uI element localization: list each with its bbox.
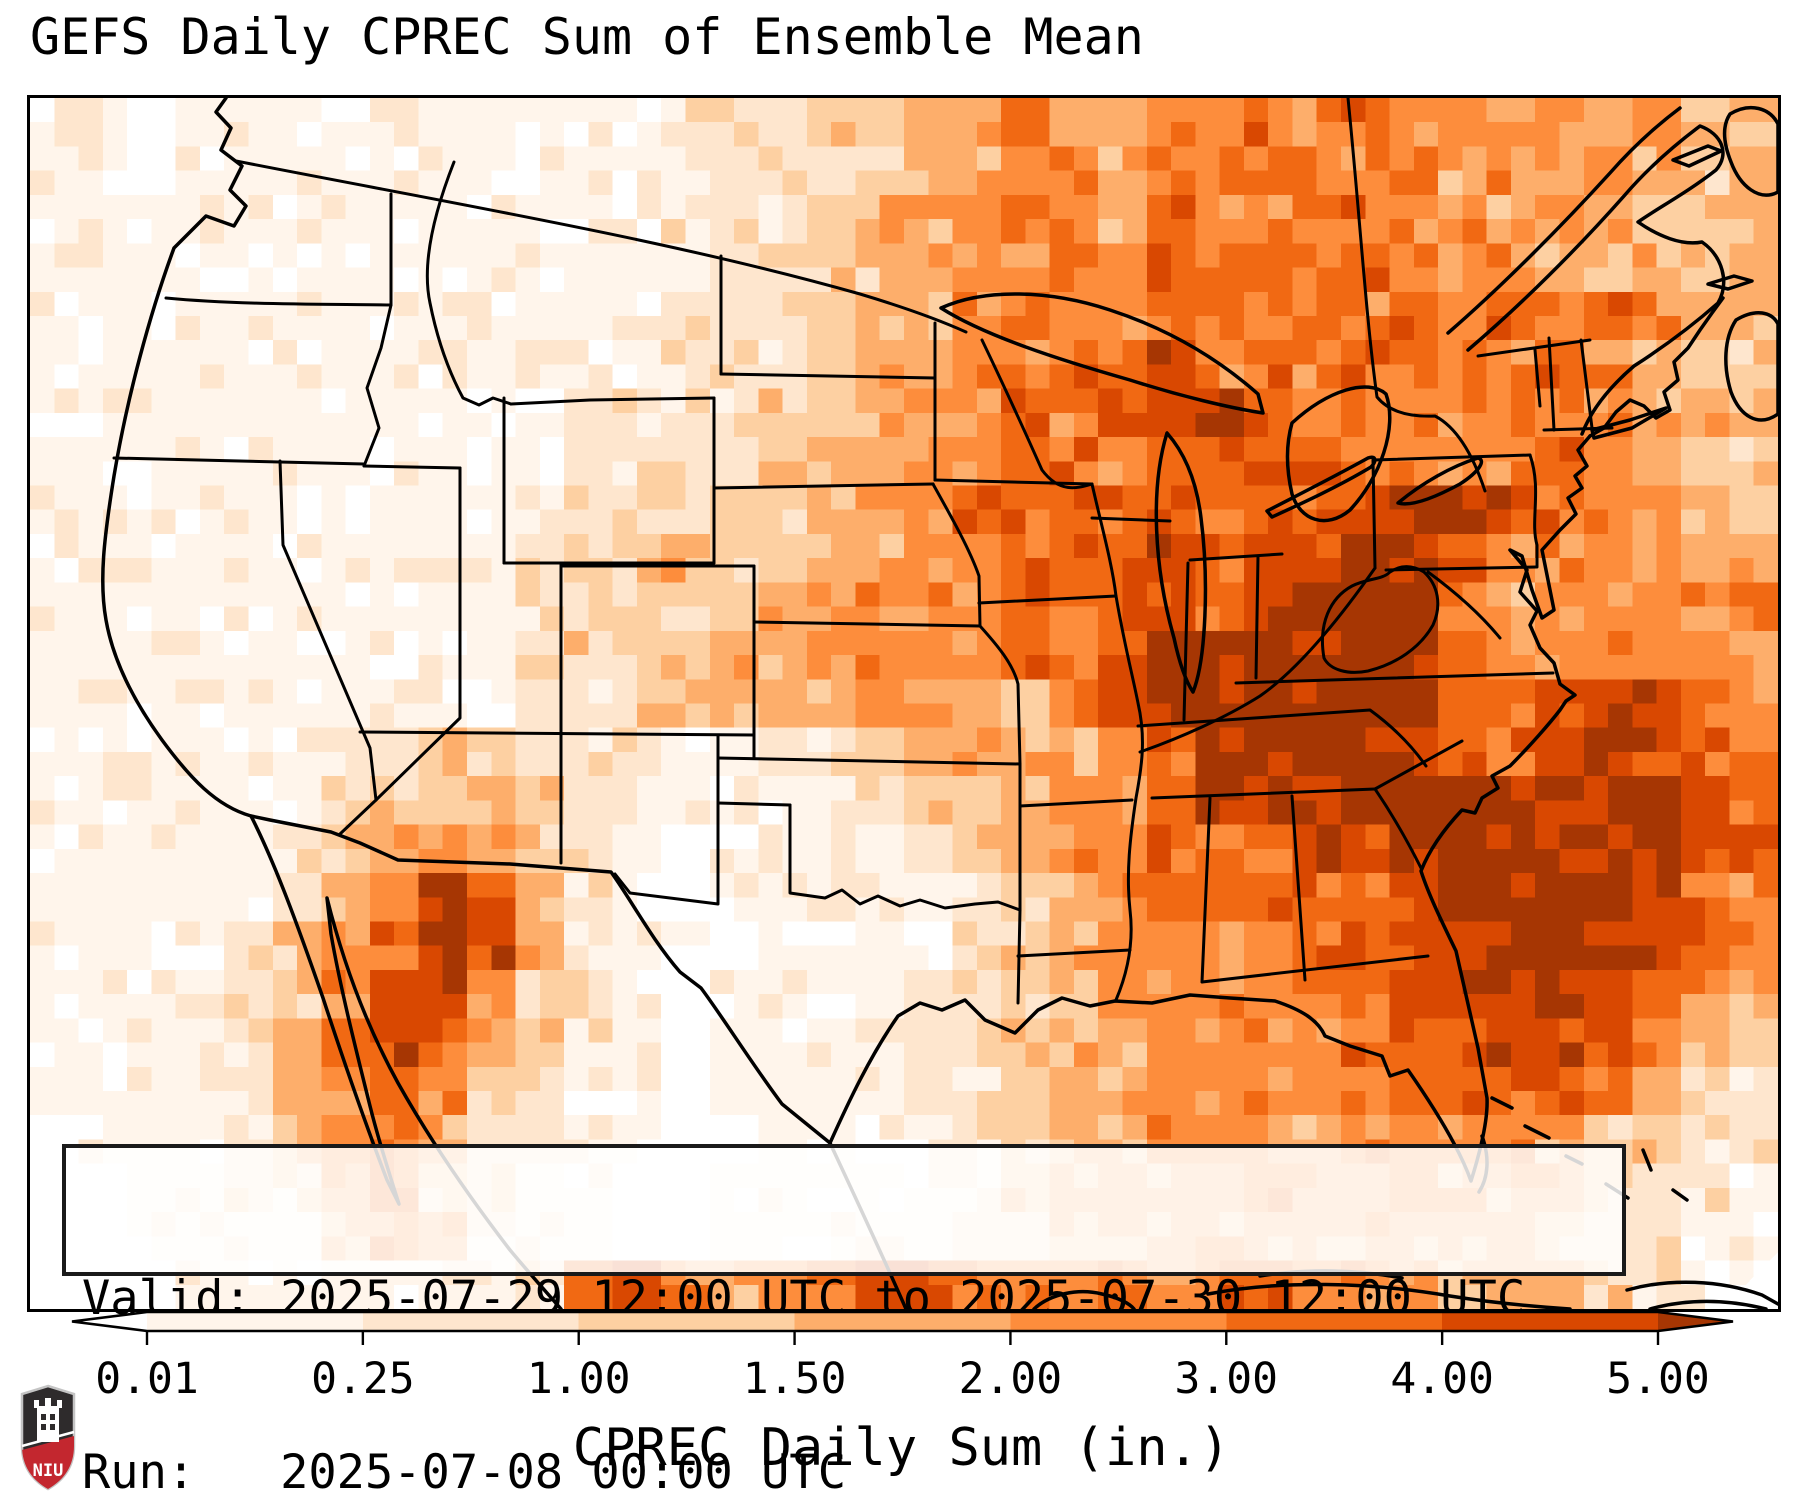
bahamas-1 (1490, 1096, 1514, 1110)
colorbar-tick-label: 1.00 (527, 1354, 631, 1404)
us-mexico-border (249, 814, 832, 1145)
cuba-east-outline (1625, 1280, 1778, 1306)
colorbar-segment (1226, 1312, 1443, 1331)
niu-castle-icon (34, 1398, 62, 1442)
lake-michigan (1154, 431, 1208, 694)
pacific-baja-mexico-coast (100, 98, 563, 1309)
colorbar-tick-label: 1.50 (743, 1354, 847, 1404)
colorbar-ticks (145, 1331, 1660, 1345)
niu-text: NIU (33, 1461, 64, 1481)
lake-huron (1285, 385, 1392, 523)
ohio-river (1138, 566, 1377, 754)
map-svg (30, 98, 1778, 1309)
colorbar-segments (72, 1312, 1733, 1331)
colorbar-over-arrow (1658, 1312, 1733, 1331)
state-borders (112, 98, 1614, 1005)
colorbar: 0.01 0.25 1.00 1.50 2.00 3.00 4.00 5.00 (71, 1310, 1734, 1404)
bahamas-6 (1641, 1148, 1653, 1172)
coastline-borders (100, 98, 1778, 1309)
colorbar-tick-label: 2.00 (959, 1354, 1063, 1404)
cuba-south-outline (1648, 1299, 1768, 1309)
lake-ontario (1396, 456, 1484, 506)
mississippi-river (1090, 482, 1144, 1002)
page-title: GEFS Daily CPREC Sum of Ensemble Mean (30, 8, 1144, 66)
heatmap-cells (30, 98, 1778, 1309)
colorbar-segment (578, 1312, 796, 1331)
cuba-west-outline (1206, 1282, 1572, 1309)
canada-border-west (234, 159, 968, 334)
bahamas-7 (1671, 1188, 1689, 1202)
st-lawrence-south-gaspe (1466, 124, 1726, 436)
colorbar-segment (794, 1312, 1011, 1331)
colorbar-tick-label: 3.00 (1175, 1354, 1279, 1404)
west-virginia-outline (1320, 565, 1440, 674)
colorbar-tick-label: 0.25 (311, 1354, 415, 1404)
colorbar-tick-label: 4.00 (1390, 1354, 1494, 1404)
colorbar-label: CPREC Daily Sum (in.) (572, 1418, 1231, 1478)
niu-logo: NIU (20, 1384, 76, 1491)
colorbar-segment (362, 1312, 580, 1331)
niu-red-band (22, 1436, 74, 1489)
bahamas-3 (1523, 1124, 1551, 1140)
potomac-river (1426, 570, 1502, 640)
st-lawrence-north-shore (1446, 106, 1682, 335)
colorbar-tick-label: 0.01 (95, 1354, 199, 1404)
gulf-florida-eastcoast (828, 434, 1592, 1183)
colorbar-under-arrow (72, 1312, 147, 1331)
colorbar-segment (147, 1312, 364, 1331)
us-precip-map: Valid: 2025-07-29 12:00 UTC to 2025-07-3… (27, 95, 1781, 1500)
ontario-quebec-border (1346, 98, 1487, 493)
run-text: Run: 2025-07-08 00:00 UTC (82, 1445, 847, 1500)
lake-superior (939, 292, 1265, 415)
colorbar-tick-label: 5.00 (1606, 1354, 1710, 1404)
colorbar-segment (1010, 1312, 1227, 1331)
yucatan-coast (1032, 1289, 1136, 1309)
nova-scotia (1724, 311, 1778, 422)
colorbar-tick-labels: 0.01 0.25 1.00 1.50 2.00 3.00 4.00 5.00 (95, 1354, 1710, 1404)
validity-info-box: Valid: 2025-07-29 12:00 UTC to 2025-07-3… (62, 1144, 1626, 1500)
new-england-maine-coast (1588, 296, 1725, 438)
long-island (1590, 406, 1668, 440)
anticosti-island (1671, 144, 1723, 168)
newfoundland (1722, 105, 1778, 197)
colorbar-segment (1442, 1312, 1659, 1331)
prince-edward-island (1706, 274, 1754, 291)
